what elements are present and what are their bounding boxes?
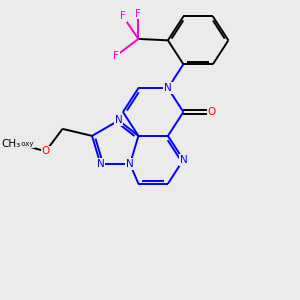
Text: F: F: [136, 9, 141, 19]
Text: methoxy: methoxy: [4, 141, 34, 147]
Text: CH₃: CH₃: [1, 139, 20, 149]
Text: N: N: [179, 155, 187, 165]
Text: N: N: [164, 83, 172, 93]
Text: O: O: [42, 146, 50, 156]
Text: F: F: [113, 51, 119, 61]
Text: N: N: [97, 159, 104, 169]
Text: N: N: [115, 116, 123, 125]
Text: O: O: [207, 107, 216, 117]
Text: F: F: [120, 11, 126, 21]
Text: N: N: [126, 159, 134, 169]
